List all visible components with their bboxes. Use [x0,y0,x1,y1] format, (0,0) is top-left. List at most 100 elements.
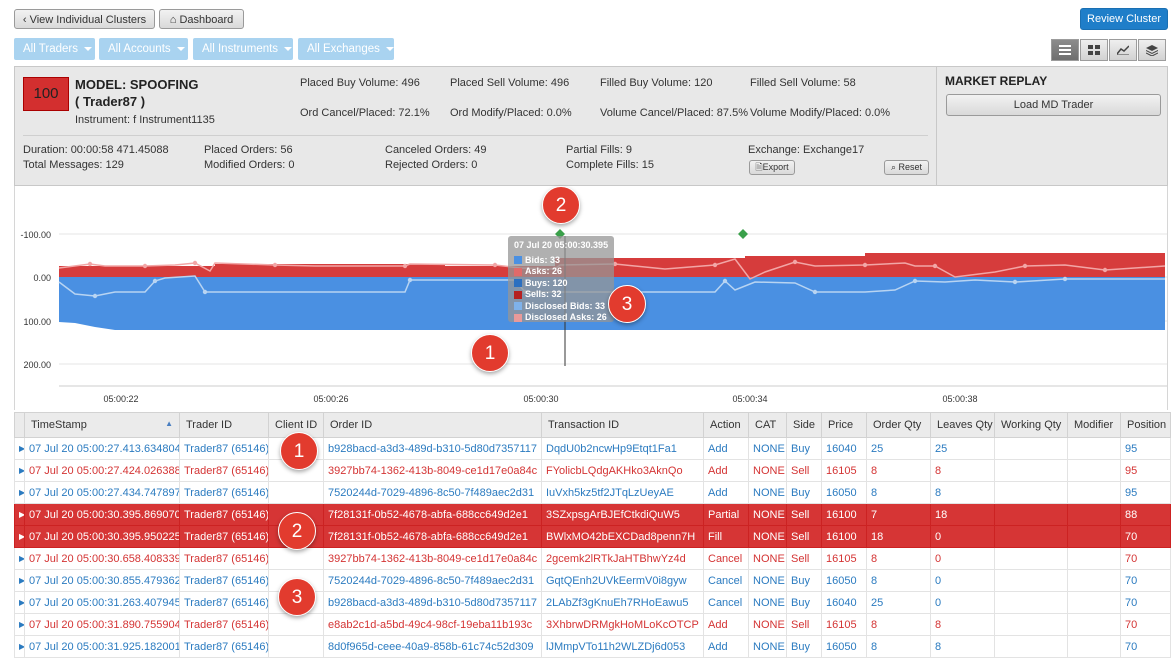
cell-position: 95 [1120,459,1171,482]
cell-price: 16105 [821,547,867,570]
header-position[interactable]: Position [1120,412,1171,438]
reset-button[interactable]: ⌕ Reset [884,160,929,175]
cell-order-id[interactable]: 7520244d-7029-4896-8c50-7f489aec2d31 [323,569,542,592]
cell-order-id[interactable]: b928bacd-a3d3-489d-b310-5d80d7357117 [323,591,542,614]
view-clusters-button[interactable]: ‹ View Individual Clusters [14,9,155,29]
cell-trader-id[interactable]: Trader87 (65146) [179,635,269,658]
expand-row-icon[interactable]: ▶ [14,635,25,658]
filter-exchanges-label: All Exchanges [307,43,380,55]
expand-row-icon[interactable]: ▶ [14,437,25,460]
cell-order-id[interactable]: 3927bb74-1362-413b-8049-ce1d17e0a84c [323,547,542,570]
header-timestamp[interactable]: TimeStamp ▲ [24,412,180,438]
header-action[interactable]: Action [703,412,749,438]
cell-trader-id[interactable]: Trader87 (65146) [179,525,269,548]
header-order-id[interactable]: Order ID [323,412,542,438]
filter-traders[interactable]: All Traders [14,38,95,60]
cell-trader-id[interactable]: Trader87 (65146) [179,547,269,570]
list-view-button[interactable] [1051,39,1079,61]
cell-trader-id[interactable]: Trader87 (65146) [179,503,269,526]
caret-down-icon [284,46,293,51]
expand-row-icon[interactable]: ▶ [14,547,25,570]
cell-timestamp: 07 Jul 20 05:00:30.658.408339 [24,547,180,570]
chart-view-button[interactable] [1109,39,1137,61]
cell-transaction-id[interactable]: 3XhbrwDRMgkHoMLoKcOTCP [541,613,704,636]
cell-order-id[interactable]: b928bacd-a3d3-489d-b310-5d80d7357117 [323,437,542,460]
cell-transaction-id[interactable]: GqtQEnh2UVkEermV0i8gyw [541,569,704,592]
header-side[interactable]: Side [786,412,822,438]
filter-accounts-label: All Accounts [108,43,171,55]
cell-price: 16040 [821,591,867,614]
review-cluster-button[interactable]: Review Cluster [1080,8,1168,30]
placed-sell-volume: Placed Sell Volume: 496 [450,77,570,89]
cell-trader-id[interactable]: Trader87 (65146) [179,591,269,614]
cell-trader-id[interactable]: Trader87 (65146) [179,437,269,460]
cell-transaction-id[interactable]: IuVxh5kz5tf2JTqLzUeyAE [541,481,704,504]
expand-row-icon[interactable]: ▶ [14,481,25,504]
expand-row-icon[interactable]: ▶ [14,525,25,548]
cell-modifier [1067,525,1121,548]
expand-row-icon[interactable]: ▶ [14,613,25,636]
layers-view-button[interactable] [1138,39,1166,61]
cell-price: 16100 [821,503,867,526]
cell-order-id[interactable]: 7520244d-7029-4896-8c50-7f489aec2d31 [323,481,542,504]
header-leaves-qty[interactable]: Leaves Qty [930,412,995,438]
disclosed-asks-swatch [514,313,522,322]
filter-accounts[interactable]: All Accounts [99,38,188,60]
cell-order-id[interactable]: 7f28131f-0b52-4678-abfa-688cc649d2e1 [323,525,542,548]
header-modifier[interactable]: Modifier [1067,412,1121,438]
cell-trader-id[interactable]: Trader87 (65146) [179,569,269,592]
header-price[interactable]: Price [821,412,867,438]
cell-transaction-id[interactable]: FYolicbLQdgAKHko3AknQo [541,459,704,482]
cell-leaves-qty: 0 [930,525,995,548]
cell-order-id[interactable]: 3927bb74-1362-413b-8049-ce1d17e0a84c [323,459,542,482]
dashboard-button[interactable]: ⌂ Dashboard [159,9,244,29]
cell-cat: NONE [748,613,787,636]
cell-cat: NONE [748,503,787,526]
expand-row-icon[interactable]: ▶ [14,503,25,526]
cell-order-qty: 8 [866,459,931,482]
header-trader-id[interactable]: Trader ID [179,412,269,438]
callout-marker: 2 [542,186,580,224]
cell-transaction-id[interactable]: 2gcemk2lRTkJaHTBhwYz4d [541,547,704,570]
cell-trader-id[interactable]: Trader87 (65146) [179,459,269,482]
export-button[interactable]: 🗎Export [749,160,795,175]
grid-view-button[interactable] [1080,39,1108,61]
cell-transaction-id[interactable]: BWlxMO42bEXCDad8penn7H [541,525,704,548]
cell-cat: NONE [748,525,787,548]
cell-transaction-id[interactable]: 2LAbZf3gKnuEh7RHoEawu5 [541,591,704,614]
cell-transaction-id[interactable]: DqdU0b2ncwHp9Etqt1Fa1 [541,437,704,460]
expand-row-icon[interactable]: ▶ [14,569,25,592]
cell-position: 70 [1120,591,1171,614]
load-md-trader-button[interactable]: Load MD Trader [946,94,1161,116]
header-working-qty[interactable]: Working Qty [994,412,1068,438]
filter-instruments[interactable]: All Instruments [193,38,293,60]
header-order-qty[interactable]: Order Qty [866,412,931,438]
header-cat[interactable]: CAT [748,412,787,438]
cell-position: 88 [1120,503,1171,526]
cell-trader-id[interactable]: Trader87 (65146) [179,613,269,636]
cell-order-id[interactable]: e8ab2c1d-a5bd-49c4-98cf-19eba11b193c [323,613,542,636]
filter-exchanges[interactable]: All Exchanges [298,38,394,60]
cell-transaction-id[interactable]: lJMmpVTo11h2WLZDj6d053 [541,635,704,658]
cell-order-id[interactable]: 7f28131f-0b52-4678-abfa-688cc649d2e1 [323,503,542,526]
expand-row-icon[interactable]: ▶ [14,591,25,614]
cell-working-qty [994,503,1068,526]
expand-row-icon[interactable]: ▶ [14,459,25,482]
cell-working-qty [994,547,1068,570]
cell-trader-id[interactable]: Trader87 (65146) [179,481,269,504]
cell-working-qty [994,569,1068,592]
cell-transaction-id[interactable]: 3SZxpsgArBJEfCtkdiQuW5 [541,503,704,526]
home-icon: ⌂ [169,14,180,26]
cell-order-id[interactable]: 8d0f965d-ceee-40a9-858b-61c74c52d309 [323,635,542,658]
header-transaction-id[interactable]: Transaction ID [541,412,704,438]
